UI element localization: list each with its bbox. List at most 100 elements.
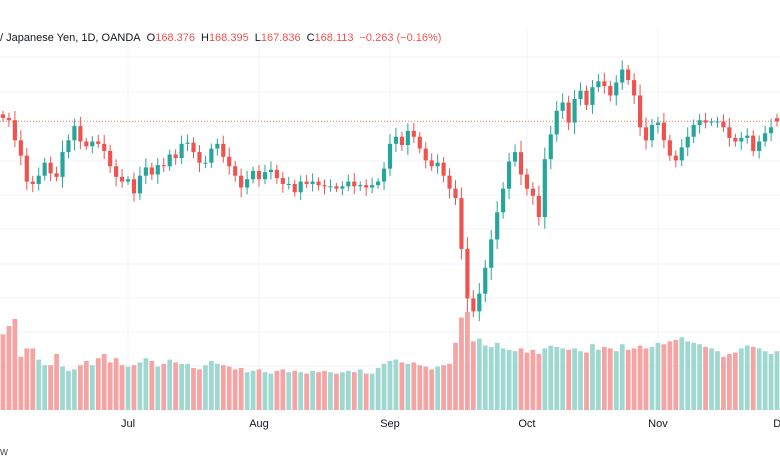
candle-body	[119, 176, 125, 182]
volume-bar	[161, 363, 167, 410]
candle-body	[42, 162, 47, 176]
volume-bar	[435, 366, 441, 410]
candle-body	[250, 170, 256, 180]
candle-body	[649, 124, 655, 141]
volume-bar	[185, 363, 190, 410]
volume-bar	[339, 372, 345, 410]
candle-body	[245, 179, 250, 188]
legend-open-value: 168.376	[155, 32, 195, 44]
candle-body	[256, 170, 262, 180]
volume-bar	[101, 354, 107, 410]
volume-bar	[441, 365, 446, 410]
volume-bar	[232, 369, 238, 410]
candle-body	[405, 130, 410, 146]
volume-bar	[542, 348, 548, 410]
volume-bar	[119, 365, 125, 410]
volume-bar	[280, 369, 286, 410]
volume-bar	[351, 372, 357, 410]
candle-body	[703, 120, 708, 123]
candle-body	[262, 172, 268, 180]
candle-body	[292, 183, 297, 193]
candle-body	[554, 110, 559, 135]
volume-bar	[643, 348, 649, 410]
candle-body	[518, 152, 524, 175]
volume-bar	[679, 337, 685, 410]
volume-bar	[470, 341, 476, 410]
volume-bar	[0, 334, 6, 410]
candle-body	[197, 152, 202, 163]
candle-body	[179, 143, 184, 158]
candle-body	[697, 120, 702, 125]
candle-body	[364, 185, 369, 188]
volume-bar	[732, 352, 738, 410]
candle-body	[310, 181, 315, 184]
volume-bar	[72, 369, 77, 410]
candle-body	[185, 142, 190, 144]
volume-bar	[560, 348, 566, 410]
candle-body	[304, 181, 309, 184]
volume-bar	[554, 347, 560, 410]
volume-bar	[220, 365, 226, 410]
volume-bar	[268, 373, 274, 410]
legend-open-label: O	[146, 32, 156, 44]
candle-body	[6, 117, 12, 121]
candle-body	[453, 188, 458, 199]
volume-bar	[405, 363, 411, 410]
volume-bar	[155, 366, 161, 410]
candle-body	[661, 122, 666, 141]
volume-bar	[631, 348, 637, 410]
volume-bar	[661, 344, 667, 410]
volume-bar	[756, 348, 762, 410]
candle-body	[60, 152, 65, 177]
candle-body	[435, 162, 440, 167]
candle-body	[685, 136, 690, 148]
volume-bar	[417, 365, 423, 410]
volume-bar	[226, 366, 232, 410]
x-tick-label: Aug	[249, 418, 269, 430]
volume-bar	[607, 348, 613, 410]
candle-body	[768, 127, 774, 134]
volume-bar	[601, 347, 607, 410]
candle-body	[215, 143, 220, 149]
volume-bar	[214, 363, 220, 410]
x-tick-label: Jul	[121, 418, 135, 430]
volume-bar	[381, 363, 387, 410]
volume-bar	[6, 326, 12, 410]
candle-body	[632, 80, 637, 96]
candle-body	[429, 160, 434, 167]
volume-bar	[590, 344, 595, 410]
candle-body	[727, 127, 732, 138]
candle-body	[757, 141, 762, 151]
candle-body	[679, 147, 684, 161]
legend-change: −0.263 (−0.16%)	[359, 32, 442, 44]
candle-body	[358, 185, 363, 187]
volume-bar	[197, 369, 202, 410]
candle-body	[24, 155, 29, 182]
volume-bar	[488, 347, 494, 410]
volume-bar	[572, 348, 577, 410]
legend-high-value: 168.395	[208, 32, 249, 44]
volume-bar	[12, 319, 18, 410]
candle-body	[30, 181, 35, 184]
chart-legend: / Japanese Yen, 1D, OANDA O168.376 H168.…	[0, 32, 441, 44]
volume-bar	[274, 370, 280, 410]
candle-body	[370, 185, 375, 188]
volume-bar	[685, 341, 691, 410]
volume-bar	[625, 349, 631, 410]
volume-bar	[512, 351, 518, 410]
candle-body	[637, 95, 643, 128]
candle-body	[316, 181, 321, 186]
candle-body	[477, 293, 482, 312]
candle-body	[84, 141, 89, 147]
volume-bar	[637, 345, 643, 410]
candle-body	[191, 142, 196, 153]
candle-body	[608, 86, 613, 96]
candle-body	[12, 120, 17, 141]
candle-body	[322, 185, 327, 187]
candle-body	[530, 188, 535, 196]
candle-body	[125, 179, 131, 182]
legend-close-value: 168.113	[314, 32, 354, 44]
candle-body	[667, 140, 672, 156]
legend-low-value: 167.836	[260, 32, 301, 44]
